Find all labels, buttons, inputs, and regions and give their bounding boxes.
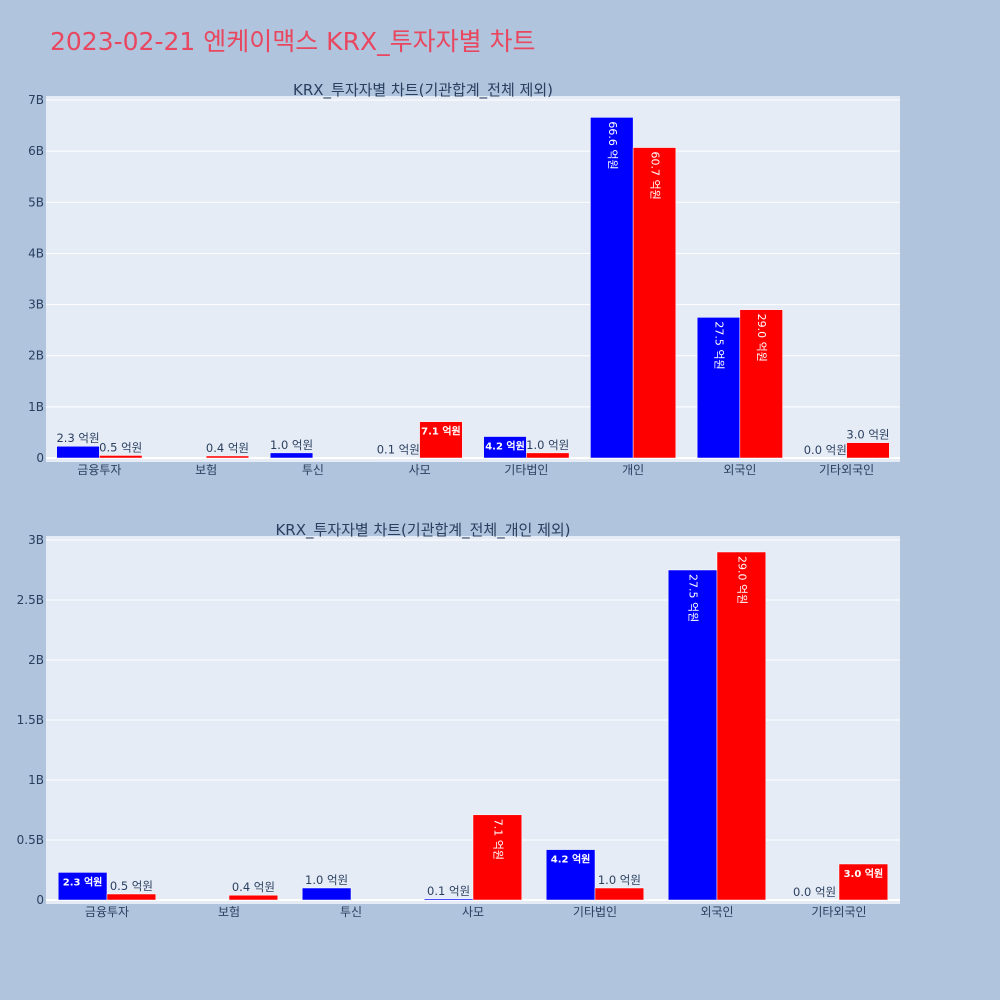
x-tick-label: 기타법인 [573, 905, 617, 919]
bar [472, 814, 523, 901]
data-label: 0.5 억원 [99, 440, 142, 454]
bar [423, 898, 474, 901]
bar [269, 452, 314, 459]
data-label: 0.4 억원 [232, 880, 275, 894]
x-tick-label: 사모 [462, 905, 484, 919]
bar [739, 309, 783, 459]
y-tick-label: 0.5B [17, 833, 44, 847]
bar [590, 117, 634, 459]
data-label: 0.0 억원 [804, 443, 847, 457]
x-tick-label: 기타외국인 [819, 463, 874, 477]
x-tick-label: 기타법인 [504, 463, 548, 477]
bar [57, 872, 108, 901]
x-tick-label: 투신 [302, 463, 324, 477]
y-tick-label: 6B [28, 144, 44, 158]
data-label: 3.0 억원 [846, 428, 889, 442]
data-label: 0.5 억원 [110, 879, 153, 893]
data-label: 27.5 억원 [713, 321, 726, 369]
data-label: 0.0 억원 [793, 885, 836, 899]
data-label: 7.1 억원 [491, 819, 504, 860]
y-tick-label: 0 [36, 451, 44, 465]
data-label: 66.6 억원 [606, 121, 619, 169]
data-label: 29.0 억원 [735, 556, 748, 604]
bar [228, 894, 279, 901]
bar [483, 436, 527, 459]
bar [632, 147, 677, 459]
bar [301, 887, 352, 901]
bar [99, 455, 143, 459]
data-label: 4.2 억원 [485, 440, 525, 453]
chart-title: KRX_투자자별 차트(기관합계_전체_개인 제외) [275, 521, 570, 540]
bar [376, 457, 420, 459]
y-tick-label: 3B [28, 298, 44, 312]
bar [838, 863, 889, 901]
x-tick-label: 외국인 [700, 905, 733, 919]
y-tick-label: 7B [28, 93, 44, 107]
y-tick-label: 1.5B [17, 713, 44, 727]
data-label: 1.0 억원 [526, 438, 569, 452]
y-tick-label: 4B [28, 246, 44, 260]
y-tick-label: 2B [28, 653, 44, 667]
data-label: 0.4 억원 [206, 441, 249, 455]
bar [594, 887, 645, 901]
x-tick-label: 투신 [340, 905, 362, 919]
bar [419, 421, 463, 459]
data-label: 1.0 억원 [305, 873, 348, 887]
x-tick-label: 보험 [195, 463, 217, 477]
data-label: 0.1 억원 [427, 884, 470, 898]
x-tick-label: 금융투자 [77, 463, 121, 477]
y-tick-label: 5B [28, 195, 44, 209]
bar [205, 455, 250, 459]
chart-title: KRX_투자자별 차트(기관합계_전체 제외) [293, 81, 553, 100]
bar [526, 452, 570, 459]
y-tick-label: 1B [28, 773, 44, 787]
bar [846, 442, 890, 459]
data-label: 29.0 억원 [755, 314, 768, 362]
bar [56, 445, 100, 459]
bar [716, 551, 767, 901]
data-label: 0.1 억원 [377, 442, 420, 456]
x-tick-label: 기타외국인 [811, 905, 866, 919]
data-label: 4.2 억원 [551, 853, 591, 866]
x-tick-label: 사모 [409, 463, 431, 477]
bar [696, 317, 741, 459]
data-label: 1.0 억원 [598, 873, 641, 887]
page-title: 2023-02-21 엔케이맥스 KRX_투자자별 차트 [50, 27, 536, 56]
chart-2: 0 0.5B 1B 1.5B 2B 2.5B 3B KRX_투자자별 차트(기관합계_전체_개… [17, 521, 900, 919]
data-label: 27.5 억원 [687, 574, 700, 622]
x-tick-label: 외국인 [723, 463, 756, 477]
data-label: 2.3 억원 [63, 875, 103, 888]
data-label: 2.3 억원 [56, 431, 99, 445]
bar [667, 569, 718, 901]
x-tick-label: 개인 [622, 463, 644, 477]
y-tick-label: 0 [36, 893, 44, 907]
chart-1: 0 1B 2B 3B 4B 5B 6B 7B KRX_투자자별 차트(기관합계_전체 제외) 금융… [28, 81, 900, 477]
x-tick-label: 금융투자 [85, 905, 129, 919]
y-tick-label: 1B [28, 400, 44, 414]
data-label: 1.0 억원 [270, 438, 313, 452]
y-tick-label: 2B [28, 349, 44, 363]
y-tick-label: 3B [28, 533, 44, 547]
data-label: 3.0 억원 [844, 867, 884, 880]
x-tick-label: 보험 [218, 905, 240, 919]
bar [106, 893, 157, 901]
bar [545, 849, 596, 901]
data-label: 7.1 억원 [421, 425, 461, 438]
y-tick-label: 2.5B [17, 593, 44, 607]
data-label: 60.7 억원 [648, 152, 661, 200]
